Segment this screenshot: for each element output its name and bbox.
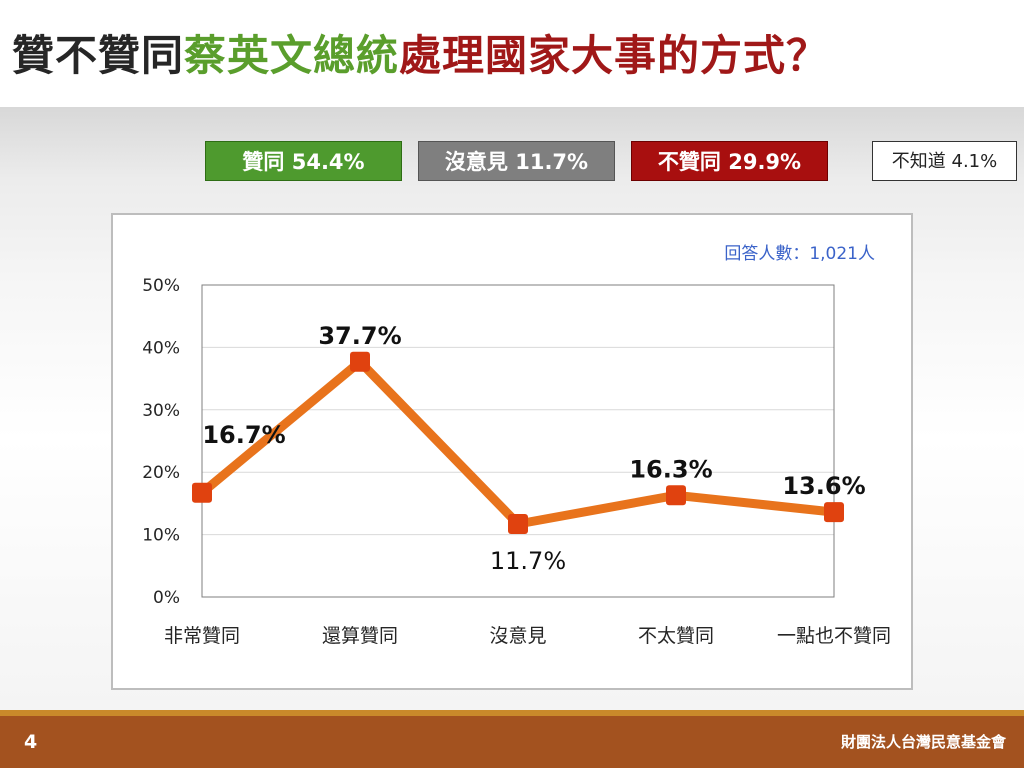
title-part-1: 贊不贊同	[12, 31, 185, 80]
y-tick-label: 50%	[142, 276, 180, 296]
data-label: 16.3%	[629, 455, 712, 483]
footer-accent-line	[0, 710, 1024, 716]
x-category-label: 還算贊同	[322, 625, 398, 647]
data-label: 11.7%	[490, 547, 566, 575]
x-category-label: 非常贊同	[164, 625, 240, 647]
data-point	[192, 482, 212, 503]
title-part-2: 蔡英文總統	[184, 31, 400, 80]
respondent-count: 回答人數：1,021人	[724, 244, 875, 264]
data-label: 13.6%	[782, 472, 865, 500]
page-number: 4	[24, 731, 38, 753]
series-line	[197, 357, 839, 529]
plot-area	[201, 284, 835, 598]
data-point	[350, 351, 370, 372]
chart-frame: 回答人數：1,021人 0% 10% 20% 30% 40% 50% 16.7% 37.7% 11…	[111, 213, 913, 690]
data-point	[824, 502, 844, 523]
y-tick-label: 10%	[142, 526, 180, 546]
slide-title: 贊不贊同蔡英文總統處理國家大事的方式？	[12, 26, 829, 86]
y-tick-label: 40%	[142, 338, 180, 358]
data-label: 16.7%	[202, 421, 285, 449]
footer-bar: 4 財團法人台灣民意基金會	[0, 716, 1024, 768]
legend-neutral: 沒意見 11.7%	[418, 141, 615, 181]
x-category-label: 一點也不贊同	[777, 625, 891, 647]
y-tick-label: 30%	[142, 401, 180, 421]
x-category-label: 不太贊同	[638, 625, 714, 647]
line-chart: 回答人數：1,021人 0% 10% 20% 30% 40% 50% 16.7% 37.7% 11…	[142, 244, 891, 647]
y-tick-label: 0%	[153, 588, 180, 608]
title-part-3: 處理國家大事的方式？	[399, 31, 830, 80]
legend-dont-know: 不知道 4.1%	[872, 141, 1017, 181]
x-category-label: 沒意見	[489, 625, 546, 647]
organization-name: 財團法人台灣民意基金會	[840, 733, 1006, 751]
data-point	[666, 485, 686, 506]
legend-agree: 贊同 54.4%	[205, 141, 402, 181]
data-point	[508, 513, 528, 534]
data-label: 37.7%	[318, 322, 401, 350]
y-tick-label: 20%	[142, 463, 180, 483]
legend-disagree: 不贊同 29.9%	[631, 141, 828, 181]
